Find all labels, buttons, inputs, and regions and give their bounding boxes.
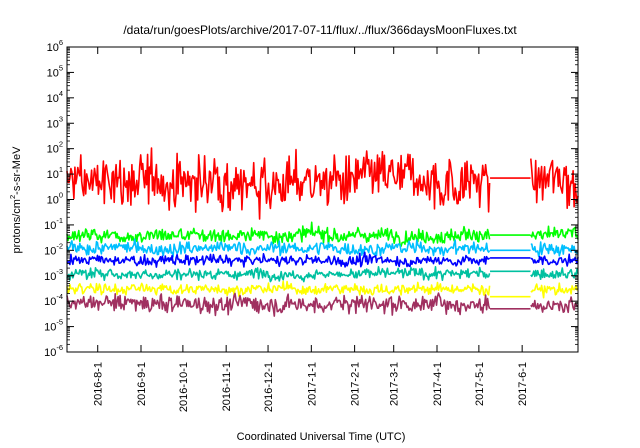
y-tick-labels: 10-6 10-5 10-4 10-3 10-2 10-1 100 101 102 103 104 1… xyxy=(44,38,63,359)
y-tick-label: 10-2 xyxy=(44,241,63,257)
y-tick-label: 100 xyxy=(47,191,63,207)
x-tick-label: 2016-9-1 xyxy=(136,362,148,406)
y-tick-label: 10-6 xyxy=(44,343,63,359)
x-tick-label: 2016-10-1 xyxy=(178,362,190,412)
x-tick-label: 2017-3-1 xyxy=(389,362,401,406)
y-tick-label: 104 xyxy=(47,89,63,105)
y-tick-label: 105 xyxy=(47,63,63,79)
x-tick-label: 2016-12-1 xyxy=(263,362,275,412)
y-tick-label: 10-4 xyxy=(44,292,63,308)
series-3-line-after-gap xyxy=(530,253,579,267)
y-tick-label: 103 xyxy=(47,114,63,130)
series-0-line-before-gap xyxy=(66,147,491,220)
x-tick-labels: 2016-8-1 2016-9-1 2016-10-1 2016-11-1 2016-1… xyxy=(93,362,529,412)
x-axis-label: Coordinated Universal Time (UTC) xyxy=(237,431,406,443)
chart-title: /data/run/goesPlots/archive/2017-07-11/f… xyxy=(123,23,517,37)
x-tick-label: 2017-4-1 xyxy=(432,362,444,406)
series-3-line-before-gap xyxy=(66,251,491,268)
series-5-line-after-gap xyxy=(530,282,579,299)
series-4-line-after-gap xyxy=(530,267,579,280)
y-tick-label: 101 xyxy=(47,165,63,181)
y-tick-label: 106 xyxy=(47,38,63,54)
y-axis-label: protons/cm2-s-sr-MeV xyxy=(8,146,23,254)
y-tick-label: 10-3 xyxy=(44,267,63,283)
series-4-line-before-gap xyxy=(66,266,491,283)
series-2-line-after-gap xyxy=(530,241,579,258)
y-tick-label: 10-1 xyxy=(44,216,63,232)
x-tick-label: 2016-8-1 xyxy=(93,362,105,406)
series-6-line-before-gap xyxy=(66,292,491,317)
x-tick-label: 2017-6-1 xyxy=(517,362,529,406)
series-0-line-after-gap xyxy=(530,158,579,209)
x-tick-label: 2016-11-1 xyxy=(221,362,233,411)
series-2-line-before-gap xyxy=(66,238,491,258)
series-1-line-after-gap xyxy=(530,225,579,240)
series-5-line-before-gap xyxy=(66,280,491,298)
y-tick-label: 10-5 xyxy=(44,318,63,334)
x-tick-label: 2017-2-1 xyxy=(350,362,362,406)
x-tick-label: 2017-1-1 xyxy=(306,362,318,406)
series-layer xyxy=(66,147,579,317)
series-6-line-after-gap xyxy=(530,296,579,314)
x-tick-label: 2017-5-1 xyxy=(474,362,486,406)
plot-frame xyxy=(66,46,579,353)
y-tick-label: 102 xyxy=(47,140,63,156)
